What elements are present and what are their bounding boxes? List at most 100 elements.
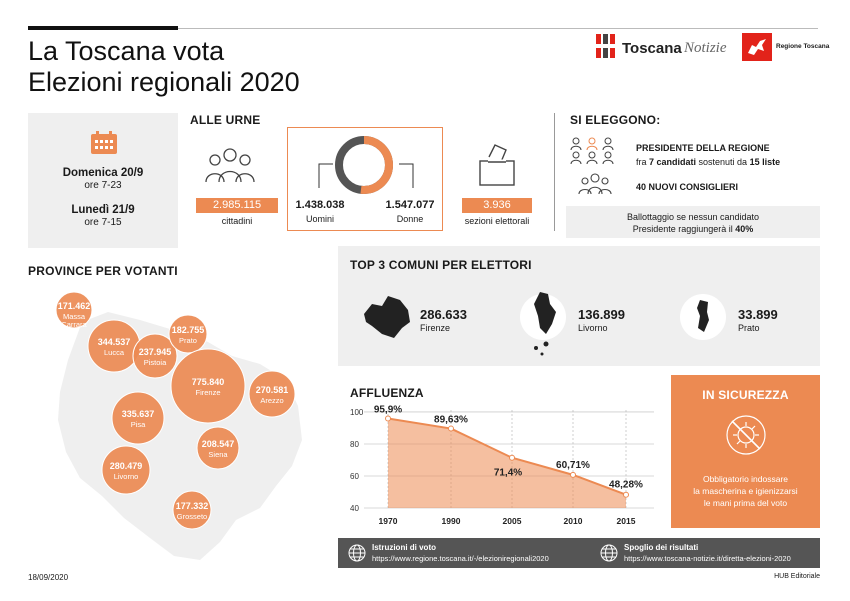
sicurezza-line-2: la mascherina e igienizzarsi [693, 486, 798, 496]
sections-value: 3.936 [462, 198, 532, 213]
councillors-label: 40 NUOVI CONSIGLIERI [636, 182, 739, 192]
province-name: Lucca [104, 348, 125, 357]
top3-name-1: Firenze [420, 323, 451, 333]
sections-label: sezioni elettorali [464, 216, 530, 226]
province-value: 208.547 [202, 439, 235, 449]
header-rule [28, 26, 178, 30]
affluenza-data-label: 60,71% [556, 460, 590, 471]
province-name: Massa [63, 312, 86, 321]
province-bubble [111, 391, 165, 445]
livorno-shape-icon [534, 292, 556, 356]
province-value: 182.755 [172, 325, 205, 335]
alle-urne-heading: ALLE URNE [190, 113, 261, 127]
globe-icon [348, 544, 366, 562]
sicurezza-line-1: Obbligatorio indossare [702, 474, 789, 484]
spoglio-link[interactable]: https://www.toscana-notizie.it/diretta-e… [624, 554, 791, 563]
top3-value-2: 136.899 [578, 307, 625, 322]
province-value: 177.332 [176, 501, 209, 511]
x-tick-label: 2010 [564, 516, 583, 526]
page-title: La Toscana vota Elezioni regionali 2020 [28, 36, 300, 98]
calendar-icon [91, 131, 117, 154]
links-bar: Istruzioni di voto https://www.regione.t… [338, 538, 820, 568]
province-value: 280.479 [110, 461, 143, 471]
istruzioni-title: Istruzioni di voto [372, 543, 436, 552]
date-hours-1: ore 7-23 [84, 180, 122, 191]
x-tick-label: 2005 [503, 516, 522, 526]
title-line-2: Elezioni regionali 2020 [28, 67, 300, 97]
president-title: PRESIDENTE DELLA REGIONE [636, 143, 770, 153]
title-line-1: La Toscana vota [28, 36, 225, 66]
pegasus-icon [748, 39, 766, 55]
women-label: Donne [396, 214, 424, 224]
gender-donut [335, 136, 393, 194]
province-bubble [101, 445, 151, 495]
ballot-line-2: Presidente raggiungerà il 40% [632, 224, 754, 234]
province-name: Arezzo [260, 396, 283, 405]
affluenza-data-label: 89,63% [434, 415, 468, 426]
ballot-box-icon [479, 144, 515, 186]
affluenza-point [448, 425, 454, 432]
affluenza-data-label: 48,28% [609, 480, 643, 491]
date-day-1: Domenica 20/9 [62, 167, 144, 179]
province-name: Pistoia [144, 358, 167, 367]
affluenza-point [570, 471, 576, 478]
province-value: 775.840 [192, 377, 225, 387]
top3-heading: TOP 3 COMUNI PER ELETTORI [350, 258, 532, 272]
footer-date: 18/09/2020 [28, 573, 69, 582]
istruzioni-link[interactable]: https://www.regione.toscana.it/-/elezion… [372, 554, 549, 563]
sicurezza-box: IN SICUREZZA Obbligatorio indossare la m… [671, 375, 820, 528]
province-bubble [196, 426, 240, 470]
province-bubble [248, 370, 296, 418]
y-tick-label: 80 [350, 440, 359, 449]
ballot-line-1: Ballottaggio se nessun candidato [626, 212, 760, 222]
sicurezza-heading: IN SICUREZZA [702, 388, 789, 402]
province-bubble [168, 314, 208, 354]
top3-panel [338, 246, 820, 366]
ballottaggio-box: Ballottaggio se nessun candidato Preside… [566, 206, 820, 238]
globe-icon-2 [600, 544, 618, 562]
men-value: 1.438.038 [295, 199, 345, 211]
affluenza-chart: 40 60 80 100 95,9% 1970 89,63% 1990 71,4% 2005 60… [350, 405, 654, 526]
x-tick-label: 1990 [442, 516, 461, 526]
date-hours-2: ore 7-15 [84, 217, 122, 228]
date-day-2: Lunedì 21/9 [71, 204, 135, 216]
province-value: 270.581 [256, 385, 289, 395]
province-name: Firenze [195, 388, 220, 397]
province-name: Pisa [131, 420, 146, 429]
province-name: Carrara [61, 320, 87, 329]
citizens-value: 2.985.115 [196, 198, 278, 213]
vertical-divider [554, 113, 555, 231]
candidates-icon [570, 137, 614, 165]
affluenza-data-label: 71,4% [494, 468, 522, 479]
province-value: 335.637 [122, 409, 155, 419]
no-virus-icon [726, 415, 766, 455]
affluenza-area [388, 418, 626, 508]
citizens-label: cittadini [221, 216, 253, 226]
province-name: Livorno [114, 472, 139, 481]
councillors-icon [578, 173, 612, 195]
dates-box: Domenica 20/9 ore 7-23 Lunedì 21/9 ore 7… [28, 113, 178, 248]
gender-box [287, 127, 443, 231]
y-tick-label: 100 [350, 408, 364, 417]
si-eleggono-heading: SI ELEGGONO: [570, 113, 661, 127]
footer-credit: HUB Editoriale [774, 573, 820, 580]
president-desc: fra 7 candidati sostenuti da 15 liste [636, 157, 781, 167]
regione-toscana-logo [742, 33, 772, 61]
province-value: 171.462 [58, 301, 91, 311]
top3-value-3: 33.899 [738, 307, 778, 322]
men-label: Uomini [305, 214, 334, 224]
province-bubble [170, 348, 246, 424]
province-value: 237.945 [139, 347, 172, 357]
province-value: 344.537 [98, 337, 131, 347]
region-label: Regione Toscana [776, 43, 830, 50]
province-name: Siena [208, 450, 228, 459]
province-heading: PROVINCE PER VOTANTI [28, 264, 178, 278]
affluenza-data-label: 95,9% [374, 405, 402, 416]
province-name: Prato [179, 336, 197, 345]
logo-brand-italic: Notizie [684, 40, 727, 56]
gender-connector [318, 163, 414, 188]
x-tick-label: 1970 [379, 516, 398, 526]
logo-mark-icon [596, 34, 618, 58]
top3-name-3: Prato [738, 323, 760, 333]
